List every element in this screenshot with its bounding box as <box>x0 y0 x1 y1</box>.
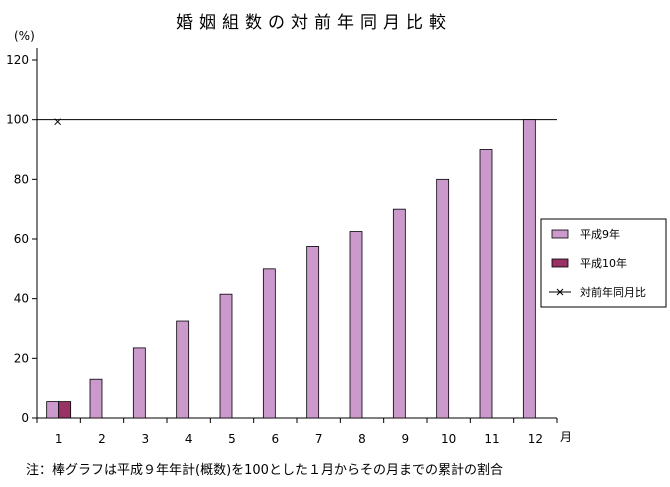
bar <box>436 178 450 419</box>
legend-label: 平成9年 <box>580 227 620 241</box>
legend-label: 対前年同月比 <box>580 285 646 299</box>
x-tick-label: 7 <box>315 432 323 446</box>
legend-marker <box>556 288 564 296</box>
chart-title: 婚姻組数の対前年同月比較 <box>176 13 452 33</box>
bar <box>262 268 276 419</box>
bar <box>349 231 363 419</box>
y-tick-label: 60 <box>14 232 29 246</box>
x-axis-label: 月 <box>560 430 572 444</box>
x-tick-label: 12 <box>528 432 543 446</box>
y-tick-label: 80 <box>14 172 29 186</box>
x-tick-label: 9 <box>402 432 410 446</box>
x-tick-label: 6 <box>272 432 280 446</box>
y-tick-label: 100 <box>6 113 29 127</box>
x-tick-label: 2 <box>98 432 106 446</box>
y-tick-label: 0 <box>21 411 29 425</box>
y-tick-label: 120 <box>6 53 29 67</box>
legend-label: 平成10年 <box>580 256 627 270</box>
bar <box>58 401 72 419</box>
y-axis-label: (%) <box>14 29 35 43</box>
bar <box>89 378 103 419</box>
bar <box>306 246 320 419</box>
bar <box>132 347 146 419</box>
bar <box>219 293 233 419</box>
y-tick-label: 40 <box>14 292 29 306</box>
x-tick-label: 5 <box>228 432 236 446</box>
legend-swatch <box>551 229 569 239</box>
bar <box>176 320 190 419</box>
line-marker <box>54 118 62 126</box>
legend-swatch <box>551 258 569 268</box>
bar <box>392 208 406 419</box>
footnote: 注：棒グラフは平成９年年計(概数)を100とした１月からその月までの累計の割合 <box>26 462 503 478</box>
bar <box>522 119 536 419</box>
x-tick-label: 10 <box>441 432 456 446</box>
x-tick-label: 8 <box>358 432 366 446</box>
x-tick-label: 3 <box>142 432 150 446</box>
bar <box>479 149 493 419</box>
x-tick-label: 1 <box>55 432 63 446</box>
bar <box>46 401 60 419</box>
y-tick-label: 20 <box>14 351 29 365</box>
x-tick-label: 11 <box>484 432 499 446</box>
x-tick-label: 4 <box>185 432 193 446</box>
